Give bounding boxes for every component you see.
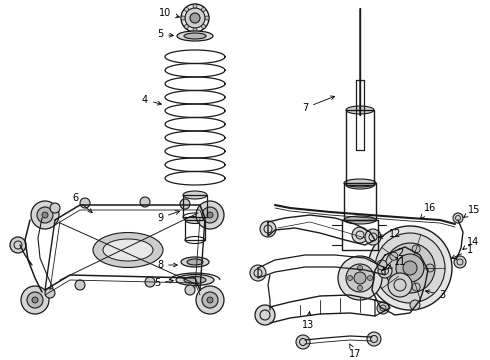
- Ellipse shape: [181, 257, 209, 267]
- Text: 16: 16: [420, 203, 436, 218]
- Circle shape: [196, 201, 224, 229]
- Circle shape: [75, 280, 85, 290]
- Ellipse shape: [344, 216, 376, 224]
- Circle shape: [338, 256, 382, 300]
- Circle shape: [185, 8, 205, 28]
- Text: 1: 1: [451, 245, 473, 258]
- Circle shape: [390, 252, 398, 260]
- Text: 12: 12: [379, 229, 401, 239]
- Text: 10: 10: [159, 8, 179, 18]
- Text: 17: 17: [349, 344, 361, 359]
- Circle shape: [454, 256, 466, 268]
- Circle shape: [181, 4, 209, 32]
- Circle shape: [426, 264, 434, 272]
- Circle shape: [193, 4, 197, 8]
- Circle shape: [368, 226, 452, 310]
- Circle shape: [375, 233, 445, 303]
- Text: 11: 11: [388, 257, 406, 268]
- Circle shape: [385, 243, 435, 293]
- Circle shape: [365, 229, 381, 245]
- Circle shape: [412, 283, 420, 291]
- Circle shape: [403, 261, 417, 275]
- Text: 6: 6: [72, 193, 92, 213]
- Ellipse shape: [103, 239, 153, 261]
- Circle shape: [80, 198, 90, 208]
- Circle shape: [358, 285, 363, 291]
- Circle shape: [190, 13, 200, 23]
- Circle shape: [207, 297, 213, 303]
- Circle shape: [37, 207, 53, 223]
- Circle shape: [205, 16, 209, 20]
- Circle shape: [185, 285, 195, 295]
- Circle shape: [388, 273, 412, 297]
- Circle shape: [410, 300, 420, 310]
- Text: 5: 5: [157, 29, 173, 39]
- Circle shape: [378, 264, 392, 278]
- Circle shape: [185, 8, 189, 12]
- Text: 7: 7: [302, 96, 335, 113]
- Ellipse shape: [346, 181, 374, 189]
- Circle shape: [193, 28, 197, 32]
- Text: 13: 13: [302, 312, 314, 330]
- Circle shape: [346, 264, 374, 292]
- Circle shape: [185, 24, 189, 28]
- Ellipse shape: [346, 106, 374, 114]
- Circle shape: [201, 24, 205, 28]
- Text: 2: 2: [383, 248, 403, 270]
- Circle shape: [140, 197, 150, 207]
- Circle shape: [50, 203, 60, 213]
- Ellipse shape: [344, 179, 376, 187]
- Circle shape: [202, 292, 218, 308]
- Ellipse shape: [184, 276, 206, 284]
- Circle shape: [377, 302, 389, 314]
- Circle shape: [354, 272, 366, 284]
- Text: 8: 8: [157, 260, 177, 270]
- Circle shape: [260, 221, 276, 237]
- Ellipse shape: [183, 191, 207, 199]
- Circle shape: [377, 260, 387, 270]
- Circle shape: [358, 266, 363, 270]
- Circle shape: [201, 8, 205, 12]
- Text: 15: 15: [464, 205, 480, 217]
- Text: 3: 3: [426, 290, 445, 300]
- Circle shape: [42, 212, 48, 218]
- Text: 4: 4: [142, 95, 161, 105]
- Text: 9: 9: [157, 211, 179, 223]
- Circle shape: [255, 305, 275, 325]
- Ellipse shape: [184, 33, 206, 39]
- Ellipse shape: [185, 216, 205, 224]
- Circle shape: [390, 276, 398, 284]
- Circle shape: [347, 275, 352, 280]
- Circle shape: [10, 237, 26, 253]
- Text: 5: 5: [154, 278, 173, 288]
- Circle shape: [181, 16, 185, 20]
- Circle shape: [202, 207, 218, 223]
- Circle shape: [412, 245, 420, 253]
- Circle shape: [31, 201, 59, 229]
- Circle shape: [27, 292, 43, 308]
- Circle shape: [196, 286, 224, 314]
- Circle shape: [250, 265, 266, 281]
- Circle shape: [352, 227, 368, 243]
- Circle shape: [368, 275, 372, 280]
- Circle shape: [145, 277, 155, 287]
- Circle shape: [367, 332, 381, 346]
- Text: 14: 14: [463, 237, 479, 249]
- Ellipse shape: [177, 31, 213, 41]
- Circle shape: [296, 335, 310, 349]
- Circle shape: [396, 254, 424, 282]
- Ellipse shape: [93, 233, 163, 267]
- Circle shape: [180, 199, 190, 209]
- Circle shape: [32, 297, 38, 303]
- Circle shape: [207, 212, 213, 218]
- Circle shape: [21, 286, 49, 314]
- Ellipse shape: [176, 274, 214, 285]
- Ellipse shape: [187, 259, 203, 265]
- Circle shape: [45, 288, 55, 298]
- Circle shape: [453, 213, 463, 223]
